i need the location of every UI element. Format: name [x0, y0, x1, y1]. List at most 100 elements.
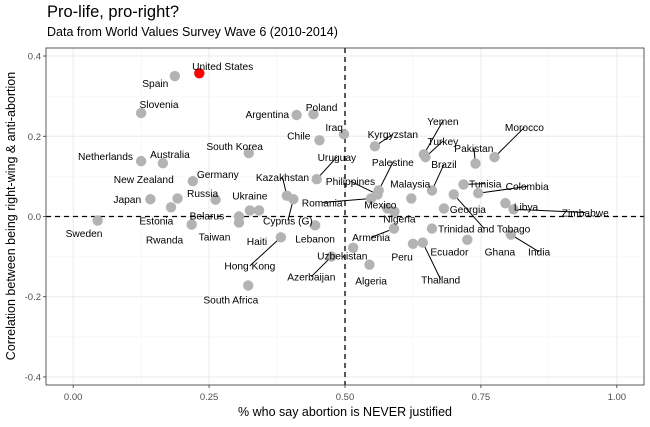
data-point-thailand	[417, 237, 428, 248]
label-netherlands: Netherlands	[78, 152, 133, 163]
label-kyrgyzstan: Kyrgyzstan	[368, 130, 418, 141]
point-labels: United States Spain Slovenia Sweden Netherla…	[66, 62, 609, 307]
label-trinidad-and-tobago: Trinidad and Tobago	[438, 224, 531, 235]
data-point-trinidad-and-tobago	[448, 189, 459, 200]
data-point-tunisia	[458, 179, 469, 190]
data-point-south-korea	[243, 147, 254, 159]
label-taiwan: Taiwan	[199, 232, 231, 243]
data-point-colombia	[472, 188, 484, 199]
label-cyprus-g: Cyprus (G)	[263, 216, 313, 227]
label-colombia: Colombia	[506, 182, 549, 193]
label-hong-kong: Hong Kong	[224, 262, 275, 273]
x-tick-label: 1.00	[608, 392, 627, 403]
label-peru: Peru	[391, 252, 413, 263]
data-point-lebanon	[309, 220, 321, 231]
chart-subtitle: Data from World Values Survey Wave 6 (20…	[47, 25, 338, 39]
data-point-pakistan	[470, 158, 481, 169]
label-philippines: Philippines	[326, 177, 375, 188]
label-spain: Spain	[142, 79, 168, 90]
label-poland: Poland	[306, 103, 338, 114]
axes: 0.00 0.25 0.50 0.75 1.00 -0.4 -0.2 0.0 0.2 0.4	[25, 52, 626, 403]
data-point-south-africa	[243, 280, 254, 291]
label-pakistan: Pakistan	[454, 144, 493, 155]
label-leader-lines	[249, 120, 586, 280]
data-point-estonia	[165, 202, 177, 213]
data-point-united-states	[194, 68, 205, 79]
leader-line-hong-kong	[249, 236, 282, 267]
data-point-chile	[314, 135, 325, 146]
y-tick-label: 0.2	[28, 132, 41, 143]
y-tick-label: -0.2	[25, 292, 41, 303]
label-thailand: Thailand	[421, 275, 460, 286]
data-point-argentina	[291, 109, 302, 121]
label-germany: Germany	[197, 170, 240, 181]
x-tick-label: 0.25	[200, 392, 219, 403]
data-point-armenia	[388, 223, 400, 234]
data-point-nigeria	[389, 206, 400, 217]
data-point-iraq	[338, 129, 350, 140]
data-point-ukraine	[244, 205, 256, 216]
x-axis-label: % who say abortion is NEVER justified	[238, 405, 452, 419]
label-iraq: Iraq	[325, 123, 343, 134]
data-point-japan	[145, 194, 156, 205]
x-tick-label: 0.00	[64, 392, 83, 403]
leader-line-thailand	[422, 242, 442, 280]
x-tick-label: 0.50	[336, 392, 355, 403]
label-ecuador: Ecuador	[430, 248, 469, 259]
leader-line-india	[510, 234, 540, 253]
label-tunisia: Tunisia	[469, 179, 502, 190]
label-romania: Romania	[302, 198, 343, 209]
label-uruguay: Uruguay	[318, 153, 357, 164]
data-point-georgia	[438, 203, 450, 214]
data-point-india	[505, 229, 517, 240]
data-point-slovenia	[135, 107, 147, 119]
label-south-korea: South Korea	[206, 142, 263, 153]
label-sweden: Sweden	[66, 229, 103, 240]
label-belarus: Belarus	[190, 211, 225, 222]
label-rwanda: Rwanda	[146, 236, 184, 247]
label-united-states: United States	[192, 62, 253, 73]
label-nigeria: Nigeria	[383, 214, 416, 225]
data-point-netherlands	[135, 155, 147, 167]
data-point-spain	[169, 70, 181, 82]
data-point-azerbaijan	[326, 251, 337, 262]
y-tick-label: 0.4	[28, 52, 41, 63]
label-lebanon: Lebanon	[295, 234, 335, 245]
data-point-ghana	[462, 234, 473, 245]
data-point-turkey	[420, 151, 431, 163]
x-tick-label: 0.75	[472, 392, 491, 403]
label-south-africa: South Africa	[203, 296, 258, 307]
label-kazakhstan: Kazakhstan	[256, 173, 309, 184]
label-russia: Russia	[187, 189, 218, 200]
data-point-zimbabwe	[508, 204, 519, 215]
data-point-algeria	[364, 259, 375, 270]
label-turkey: Turkey	[427, 137, 459, 148]
label-ghana: Ghana	[485, 248, 516, 259]
data-point-taiwan	[233, 217, 245, 228]
data-point-ecuador	[426, 223, 438, 234]
y-tick-label: 0.0	[28, 212, 41, 223]
leader-line-trinidad-and-tobago	[453, 194, 485, 229]
label-haiti: Haiti	[247, 237, 267, 248]
leader-line-zimbabwe	[513, 208, 586, 213]
data-point-peru	[407, 238, 419, 249]
reference-lines	[46, 48, 644, 385]
data-point-palestine	[373, 185, 384, 196]
label-malaysia: Malaysia	[390, 179, 431, 190]
label-yemen: Yemen	[427, 117, 458, 128]
data-point-haiti	[253, 205, 265, 216]
label-slovenia: Slovenia	[140, 100, 179, 111]
data-point-brazil	[426, 185, 438, 196]
data-point-hong-kong	[275, 232, 287, 243]
y-axis-label: Correlation between being right-wing & a…	[4, 72, 18, 360]
label-palestine: Palestine	[372, 158, 414, 169]
y-tick-label: -0.4	[25, 372, 41, 383]
label-brazil: Brazil	[431, 160, 456, 171]
chart-title: Pro-life, pro-right?	[47, 3, 180, 21]
data-point-kyrgyzstan	[369, 141, 381, 152]
data-point-germany	[187, 175, 198, 187]
label-azerbaijan: Azerbaijan	[287, 272, 335, 283]
leader-line-yemen	[423, 120, 444, 155]
label-zimbabwe: Zimbabwe	[562, 208, 609, 219]
